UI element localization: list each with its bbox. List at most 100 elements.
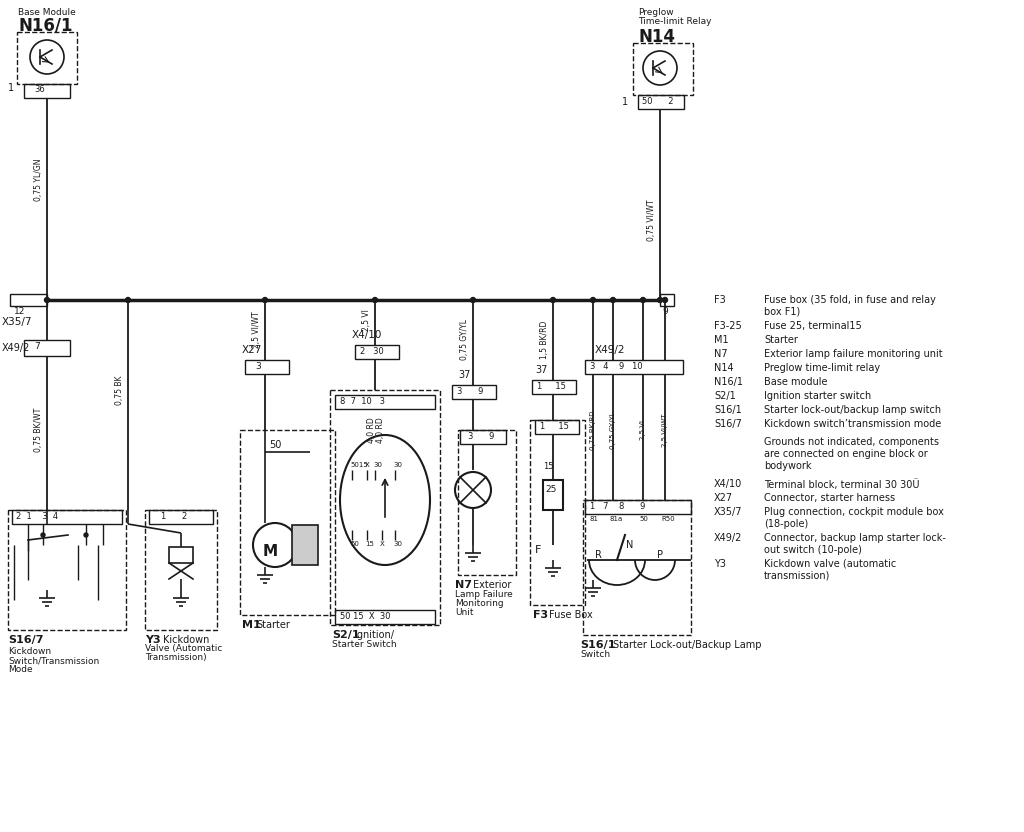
Text: 50: 50 — [350, 541, 358, 547]
Text: 30: 30 — [393, 541, 402, 547]
Text: N: N — [627, 540, 634, 550]
Bar — [335, 610, 435, 624]
Text: 0,75 GY/YL: 0,75 GY/YL — [460, 319, 469, 360]
Text: 37: 37 — [458, 370, 470, 380]
Text: Connector, starter harness: Connector, starter harness — [764, 493, 895, 503]
Text: M: M — [262, 543, 278, 558]
Text: Plug connection, cockpit module box: Plug connection, cockpit module box — [764, 507, 944, 517]
Text: 2  1    3  4: 2 1 3 4 — [16, 512, 58, 521]
Bar — [583, 500, 691, 635]
Bar — [240, 430, 335, 615]
Text: 2   30: 2 30 — [360, 347, 384, 356]
Bar — [330, 390, 440, 625]
Text: N7: N7 — [455, 580, 472, 590]
Text: Mode: Mode — [8, 665, 33, 674]
Circle shape — [591, 298, 596, 303]
Text: 50 15  X  30: 50 15 X 30 — [340, 612, 390, 621]
Circle shape — [470, 298, 475, 303]
Text: Exterior: Exterior — [473, 580, 511, 590]
Text: Connector, backup lamp starter lock-: Connector, backup lamp starter lock- — [764, 533, 946, 543]
Circle shape — [262, 298, 267, 303]
Bar — [150, 510, 213, 524]
Text: 4,0 RD: 4,0 RD — [376, 417, 385, 443]
Text: 8  7  10   3: 8 7 10 3 — [340, 397, 385, 406]
Bar — [460, 430, 506, 444]
Text: S2/1: S2/1 — [332, 630, 359, 640]
Text: 2,5 VI/WT: 2,5 VI/WT — [662, 414, 668, 447]
Text: N14: N14 — [638, 28, 675, 46]
Text: 4,0 RD: 4,0 RD — [367, 417, 376, 443]
Text: N14: N14 — [714, 363, 733, 373]
Text: S16/7: S16/7 — [714, 419, 741, 429]
Text: X4/10: X4/10 — [352, 330, 382, 340]
Bar — [532, 380, 575, 394]
Text: Y3: Y3 — [714, 559, 726, 569]
Text: bodywork: bodywork — [764, 461, 811, 471]
Text: X49/2: X49/2 — [2, 343, 31, 353]
Text: 1,5 BK/RD: 1,5 BK/RD — [540, 321, 549, 359]
Circle shape — [610, 298, 615, 303]
Bar — [543, 480, 563, 510]
Bar — [633, 43, 693, 95]
Bar — [585, 500, 691, 514]
Circle shape — [84, 533, 88, 537]
Text: 0,75 YL/GN: 0,75 YL/GN — [34, 159, 43, 201]
Text: M1: M1 — [714, 335, 729, 345]
Text: 15: 15 — [543, 462, 554, 471]
Text: X: X — [380, 541, 385, 547]
Text: Grounds not indicated, components: Grounds not indicated, components — [764, 437, 939, 447]
Text: box F1): box F1) — [764, 307, 800, 317]
Text: 7: 7 — [34, 342, 40, 351]
Bar — [145, 510, 217, 630]
Text: 2,5 VI: 2,5 VI — [362, 309, 371, 331]
Text: Ignition starter switch: Ignition starter switch — [764, 391, 871, 401]
Text: 0,75 VI/WT: 0,75 VI/WT — [647, 199, 656, 240]
Bar — [24, 84, 70, 98]
Bar — [535, 420, 579, 434]
Text: P: P — [657, 550, 663, 560]
Text: 30: 30 — [393, 462, 402, 468]
Text: transmission): transmission) — [764, 571, 830, 581]
Text: F3-25: F3-25 — [714, 321, 741, 331]
Text: Switch/Transmission: Switch/Transmission — [8, 656, 99, 665]
Text: are connected on engine block or: are connected on engine block or — [764, 449, 928, 459]
Text: Kickdown switch’transmission mode: Kickdown switch’transmission mode — [764, 419, 941, 429]
Text: Y3: Y3 — [145, 635, 161, 645]
Text: Preglow time-limit relay: Preglow time-limit relay — [764, 363, 880, 373]
Text: Transmission): Transmission) — [145, 653, 207, 662]
Text: X35/7: X35/7 — [714, 507, 742, 517]
Text: 50: 50 — [639, 516, 648, 522]
Text: F3: F3 — [714, 295, 726, 305]
Text: 2,5 VI/WT: 2,5 VI/WT — [252, 312, 261, 349]
Text: Base module: Base module — [764, 377, 827, 387]
Bar — [24, 340, 70, 356]
Text: Starter: Starter — [256, 620, 290, 630]
Text: 36: 36 — [34, 85, 45, 94]
Circle shape — [551, 298, 555, 303]
Text: F3: F3 — [534, 610, 548, 620]
Text: S16/7: S16/7 — [8, 635, 43, 645]
Text: Kickdown valve (automatic: Kickdown valve (automatic — [764, 559, 896, 569]
Text: 2,5 VI: 2,5 VI — [640, 420, 646, 440]
Text: 15: 15 — [365, 541, 374, 547]
Bar — [10, 294, 47, 306]
Bar — [292, 525, 318, 565]
Text: 1: 1 — [8, 83, 14, 93]
Text: Unit: Unit — [455, 608, 473, 617]
Bar — [530, 420, 585, 605]
Text: F: F — [535, 545, 542, 555]
Text: S16/1: S16/1 — [580, 640, 615, 650]
Bar — [638, 95, 684, 109]
Text: 81a: 81a — [609, 516, 623, 522]
Text: N7: N7 — [714, 349, 728, 359]
Bar — [245, 360, 289, 374]
Text: 1      2: 1 2 — [161, 512, 187, 521]
Text: (18-pole): (18-pole) — [764, 519, 808, 529]
Text: X49/2: X49/2 — [595, 345, 626, 355]
Text: Switch: Switch — [580, 650, 610, 659]
Text: 3   4    9   10: 3 4 9 10 — [590, 362, 643, 371]
Text: Exterior lamp failure monitoring unit: Exterior lamp failure monitoring unit — [764, 349, 943, 359]
Text: Valve (Automatic: Valve (Automatic — [145, 644, 222, 653]
Text: 3      9: 3 9 — [468, 432, 495, 441]
Text: Kickdown: Kickdown — [163, 635, 209, 645]
